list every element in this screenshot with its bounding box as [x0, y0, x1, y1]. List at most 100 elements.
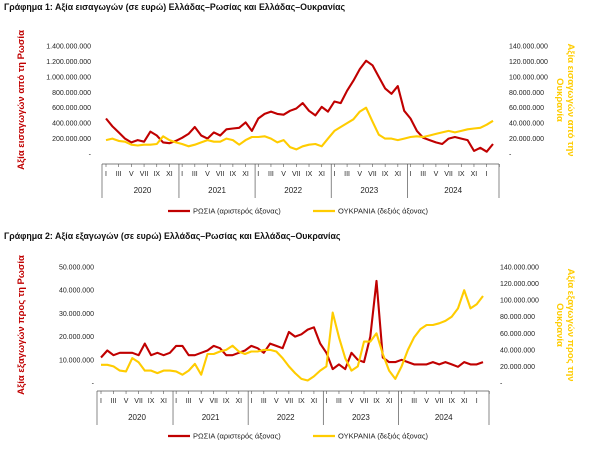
chart2-year-label: 2020	[128, 413, 146, 422]
chart2-month-tick-label: VII	[360, 398, 369, 405]
chart1-right-tick-label: 100.000.000	[509, 74, 548, 81]
chart1-month-tick-label: V	[434, 171, 439, 178]
chart1-month-tick-label: III	[116, 171, 122, 178]
chart2-russia-series-line	[100, 279, 484, 371]
chart2-month-tick-label: V	[124, 398, 129, 405]
chart2-left-axis-label: Αξία εξαγωγών προς τη Ρωσία	[16, 255, 27, 395]
chart1-left-tick-label: 800.000.000	[52, 90, 91, 97]
chart1-title: Γράφημα 1: Αξία εισαγωγών (σε ευρώ) Ελλά…	[4, 2, 346, 12]
chart1-month-tick-label: XI	[471, 171, 478, 178]
chart2-right-tick-label: 20.000.000	[500, 364, 535, 371]
chart2-left-tick-label: -	[92, 381, 95, 388]
chart1-legend-label-russia: ΡΩΣΙΑ (αριστερός άξονας)	[193, 207, 281, 216]
chart1-ukraine-series-line	[105, 106, 494, 151]
chart2-month-tick-label: V	[349, 398, 354, 405]
chart2-month-tick-label: III	[186, 398, 192, 405]
chart2-month-tick-label: I	[100, 398, 102, 405]
chart2-right-tick-label: 120.000.000	[500, 281, 539, 288]
chart1-month-tick-label: IX	[153, 171, 160, 178]
chart1-year-label: 2021	[208, 186, 226, 195]
chart2-month-tick-label: IX	[448, 398, 455, 405]
chart2-year-label: 2023	[352, 413, 370, 422]
chart2-left-tick-label: 30.000.000	[59, 311, 94, 318]
chart1-imports: - 200.000.000 400.000.000 600.000.000 800.00…	[16, 30, 576, 216]
chart2-year-label: 2024	[435, 413, 453, 422]
chart1-month-tick-label: III	[420, 171, 426, 178]
chart1-month-tick-label: V	[281, 171, 286, 178]
chart1-year-label: 2023	[360, 186, 378, 195]
chart1-month-tick-label: XI	[395, 171, 402, 178]
chart2-month-tick-label: V	[274, 398, 279, 405]
chart1-month-tick-label: VII	[444, 171, 453, 178]
chart2-title: Γράφημα 2: Αξία εξαγωγών (σε ευρώ) Ελλάδ…	[4, 231, 341, 241]
chart1-month-tick-label: IX	[382, 171, 389, 178]
chart2-month-tick-label: I	[401, 398, 403, 405]
chart2-month-tick-label: IX	[298, 398, 305, 405]
chart1-month-tick-label: III	[268, 171, 274, 178]
chart2-legend-label-russia: ΡΩΣΙΑ (αριστερός άξονας)	[193, 432, 281, 441]
chart2-month-tick-label: III	[261, 398, 267, 405]
chart1-right-tick-label: 120.000.000	[509, 59, 548, 66]
chart2-legend-label-ukraine: ΟΥΚΡΑΝΙΑ (δεξιός άξονας)	[338, 432, 428, 441]
chart2-month-tick-label: VII	[209, 398, 218, 405]
chart1-month-tick-label: IX	[230, 171, 237, 178]
chart1-left-tick-label: 1.200.000.000	[46, 59, 91, 66]
chart1-year-label: 2024	[444, 186, 462, 195]
chart1-right-axis-label: Αξία εισαγωγών από τηνΟυκρανία	[554, 43, 576, 156]
chart2-left-tick-label: 10.000.000	[59, 357, 94, 364]
chart2-month-tick-label: IX	[148, 398, 155, 405]
chart1-month-tick-label: IX	[458, 171, 465, 178]
chart2-month-tick-label: XI	[386, 398, 393, 405]
chart1-month-tick-label: III	[192, 171, 198, 178]
chart2-right-tick-label: 60.000.000	[500, 331, 535, 338]
chart1-month-tick-label: VII	[216, 171, 225, 178]
chart2-month-tick-label: III	[111, 398, 117, 405]
chart2-exports: - 10.000.000 20.000.000 30.000.000 40.000.00…	[16, 255, 576, 441]
chart2-month-tick-label: VII	[285, 398, 294, 405]
chart1-right-tick-label: 40.000.000	[509, 121, 544, 128]
chart1-left-tick-label: 1.400.000.000	[46, 44, 91, 51]
chart2-left-tick-label: 20.000.000	[59, 334, 94, 341]
chart2-left-tick-label: 50.000.000	[59, 265, 94, 272]
chart1-month-tick-label: XI	[166, 171, 173, 178]
chart2-month-tick-label: I	[175, 398, 177, 405]
chart1-month-tick-label: I	[333, 171, 335, 178]
chart2-month-tick-label: V	[424, 398, 429, 405]
chart1-month-tick-label: XI	[242, 171, 249, 178]
chart1-month-tick-label: XI	[318, 171, 325, 178]
chart1-right-tick-label: 80.000.000	[509, 90, 544, 97]
chart2-year-label: 2021	[202, 413, 220, 422]
chart1-left-tick-label: 1.000.000.000	[46, 74, 91, 81]
chart1-year-label: 2020	[134, 186, 152, 195]
chart1-month-tick-label: VII	[292, 171, 301, 178]
chart1-right-tick-label: 20.000.000	[509, 136, 544, 143]
chart1-left-tick-label: -	[89, 152, 92, 159]
chart2-month-tick-label: I	[476, 398, 478, 405]
chart2-month-tick-label: VII	[134, 398, 143, 405]
chart2-month-tick-label: XI	[160, 398, 167, 405]
chart2-right-tick-label: 80.000.000	[500, 314, 535, 321]
chart2-month-tick-label: VII	[435, 398, 444, 405]
chart1-year-label: 2022	[284, 186, 302, 195]
chart2-month-tick-label: V	[199, 398, 204, 405]
chart1-month-tick-label: V	[129, 171, 134, 178]
chart2-right-tick-label: 140.000.000	[500, 265, 539, 272]
chart1-month-tick-label: III	[344, 171, 350, 178]
chart1-month-tick-label: V	[357, 171, 362, 178]
chart2-month-tick-label: III	[411, 398, 417, 405]
chart2-month-tick-label: III	[336, 398, 342, 405]
chart2-left-tick-label: 40.000.000	[59, 288, 94, 295]
chart1-month-tick-label: I	[410, 171, 412, 178]
chart1-left-axis-label: Αξία εισαγωγών από τη Ρωσία	[16, 30, 27, 170]
chart2-month-tick-label: XI	[311, 398, 318, 405]
chart1-russia-series-line	[105, 59, 494, 153]
chart1-right-tick-label: 140.000.000	[509, 44, 548, 51]
chart2-month-tick-label: XI	[461, 398, 468, 405]
chart2-right-tick-label: 40.000.000	[500, 347, 535, 354]
chart1-month-tick-label: I	[181, 171, 183, 178]
chart1-month-tick-label: VII	[368, 171, 377, 178]
chart1-left-tick-label: 400.000.000	[52, 121, 91, 128]
chart1-right-tick-label: -	[509, 152, 512, 159]
chart1-legend-label-ukraine: ΟΥΚΡΑΝΙΑ (δεξιός άξονας)	[338, 207, 428, 216]
chart2-month-tick-label: IX	[373, 398, 380, 405]
